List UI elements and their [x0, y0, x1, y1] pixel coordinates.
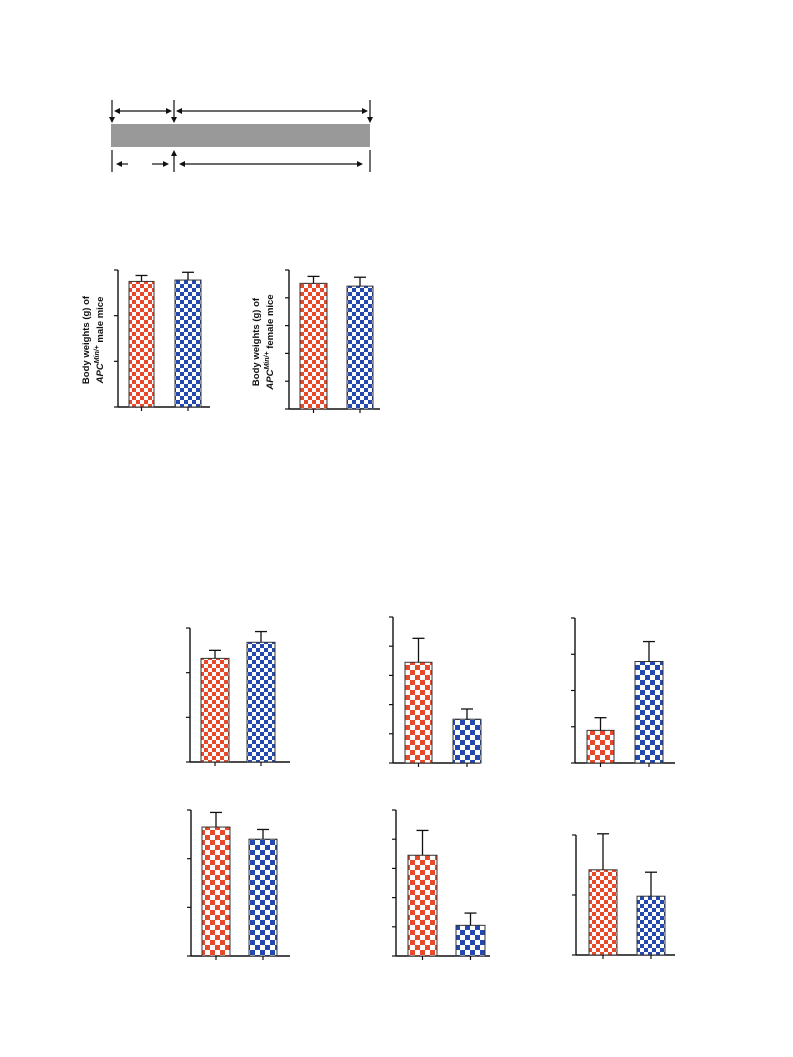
timeline-bottom-span-1a-left — [116, 161, 122, 167]
timeline-top-span-1-right — [166, 108, 172, 114]
bar-blue — [634, 661, 664, 764]
timeline-top-arrowhead-start — [109, 117, 115, 123]
timeline-top-arrowhead-end — [367, 117, 373, 123]
bar-red — [586, 729, 615, 764]
chart-row2-col2 — [392, 809, 490, 960]
timeline-top-span-2-right — [362, 108, 368, 114]
bar-blue — [174, 279, 202, 408]
timeline-bottom-span-2-left — [179, 161, 185, 167]
timeline-bottom-span-2-right — [357, 161, 363, 167]
timeline-top-span-1-left — [114, 108, 120, 114]
bar-blue — [455, 924, 486, 957]
bar-blue — [636, 895, 666, 956]
chart-row1-col1 — [186, 627, 290, 766]
chart-row1-col2 — [389, 616, 482, 767]
female-ylabel-gene: APC — [265, 369, 276, 390]
bar-blue — [346, 285, 374, 410]
male-ylabel-suffix: male mice — [95, 297, 106, 346]
bar-red — [588, 869, 618, 956]
timeline-schematic — [109, 100, 373, 172]
bar-blue — [246, 641, 276, 763]
chart-female-body-weight — [285, 269, 380, 413]
bar-red — [128, 280, 155, 408]
female-ylabel-genotype: Min/+ — [264, 351, 271, 369]
bar-red — [201, 826, 231, 957]
chart-male-body-weight — [114, 269, 210, 411]
bar-blue — [248, 838, 278, 957]
bar-red — [200, 657, 230, 763]
female-ylabel-suffix: female mice — [265, 294, 276, 351]
male-ylabel-genotype: Min/+ — [94, 345, 101, 363]
female-ylabel-line1: Body weights (g) of — [251, 297, 262, 386]
chart-row2-col1 — [187, 809, 290, 960]
male-ylabel-line1: Body weights (g) of — [81, 295, 92, 384]
female-ylabel-line2: APCMin/+ female mice — [264, 294, 276, 390]
bar-red — [404, 661, 433, 764]
bar-red — [299, 282, 328, 410]
timeline-bar — [111, 124, 370, 147]
chart-row2-col3 — [572, 833, 675, 959]
bar-charts — [114, 269, 675, 960]
timeline-top-arrowhead-mid — [171, 117, 177, 123]
timeline-top-span-2-left — [176, 108, 182, 114]
bar-blue — [452, 718, 482, 764]
timeline-bottom-arrowhead-mid — [171, 150, 177, 156]
male-ylabel-line2: APCMin/+ male mice — [94, 297, 106, 385]
male-ylabel-gene: APC — [95, 363, 106, 384]
bar-red — [407, 854, 438, 957]
chart-row1-col3 — [571, 617, 675, 767]
timeline-bottom-span-1b-right — [163, 161, 169, 167]
